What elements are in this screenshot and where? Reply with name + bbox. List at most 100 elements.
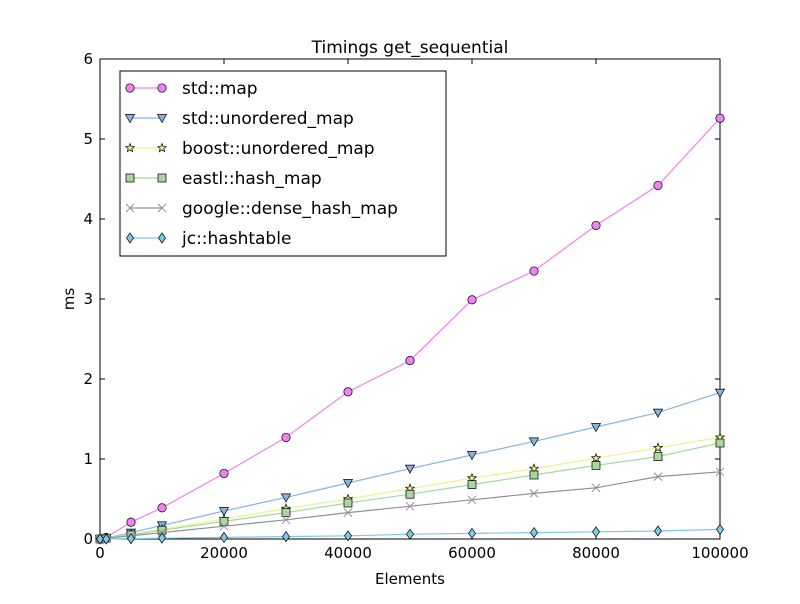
data-point bbox=[653, 180, 663, 190]
data-point bbox=[467, 295, 477, 305]
data-point bbox=[282, 530, 290, 543]
data-point bbox=[405, 356, 415, 366]
x-tick-label: 40000 bbox=[324, 544, 372, 562]
legend-entry: jc::hashtable bbox=[126, 229, 291, 249]
data-point bbox=[591, 461, 601, 470]
data-point bbox=[590, 423, 602, 433]
data-point bbox=[157, 503, 167, 513]
y-axis-label: ms bbox=[60, 288, 78, 311]
data-point bbox=[219, 521, 229, 531]
data-point bbox=[529, 489, 539, 498]
legend-marker bbox=[157, 83, 167, 93]
y-tick-label: 5 bbox=[83, 130, 93, 148]
x-tick-label: 0 bbox=[95, 544, 105, 562]
data-point bbox=[102, 533, 111, 545]
x-tick-label: 80000 bbox=[572, 544, 620, 562]
legend-label: jc::hashtable bbox=[181, 229, 291, 249]
data-point bbox=[715, 438, 725, 448]
data-point bbox=[714, 388, 726, 398]
legend-entry: std::map bbox=[125, 79, 258, 99]
legend-marker bbox=[157, 203, 167, 213]
legend-label: std::map bbox=[182, 79, 258, 99]
data-point bbox=[405, 489, 415, 499]
x-tick-label: 100000 bbox=[691, 544, 748, 562]
data-point bbox=[467, 480, 477, 489]
legend-entry: boost::unordered_map bbox=[124, 139, 375, 159]
data-point bbox=[158, 532, 166, 544]
legend-entry: std::unordered_map bbox=[124, 109, 354, 129]
legend-marker bbox=[124, 114, 136, 124]
legend-marker bbox=[156, 114, 168, 124]
legend-marker bbox=[125, 173, 135, 183]
y-tick-label: 2 bbox=[83, 370, 93, 388]
data-point bbox=[406, 528, 414, 540]
legend-box bbox=[119, 70, 447, 257]
data-point bbox=[467, 495, 477, 505]
axis-ticks: 0 20000 40000 60000 80000 100000 0 1 2 3 4 5 6 bbox=[83, 50, 748, 562]
y-tick-label: 4 bbox=[83, 210, 93, 228]
data-point bbox=[96, 533, 104, 545]
data-point bbox=[218, 507, 230, 517]
data-point bbox=[591, 220, 601, 230]
data-point bbox=[280, 493, 292, 503]
data-point bbox=[528, 463, 540, 474]
data-point bbox=[591, 483, 601, 493]
data-point bbox=[654, 525, 662, 537]
data-point bbox=[219, 517, 229, 526]
legend: std::mapstd::unordered_mapboost::unorder… bbox=[119, 70, 447, 257]
legend-label: boost::unordered_map bbox=[182, 139, 375, 159]
data-point bbox=[716, 523, 724, 536]
data-point bbox=[528, 437, 540, 447]
series-5 bbox=[96, 523, 724, 545]
legend-marker bbox=[158, 232, 166, 244]
data-point bbox=[344, 530, 352, 542]
data-point bbox=[529, 470, 539, 480]
data-point bbox=[405, 501, 415, 511]
data-point bbox=[468, 527, 476, 540]
x-tick-label: 60000 bbox=[448, 544, 496, 562]
data-point bbox=[715, 113, 725, 123]
y-tick-label: 3 bbox=[83, 290, 93, 308]
data-point bbox=[530, 526, 538, 539]
data-point bbox=[219, 468, 229, 478]
legend-marker bbox=[156, 142, 168, 153]
data-point bbox=[590, 452, 602, 463]
data-point bbox=[466, 451, 478, 461]
legend-label: google::dense_hash_map bbox=[182, 199, 398, 219]
data-point bbox=[281, 432, 291, 442]
series-layer bbox=[94, 113, 726, 545]
data-point bbox=[652, 408, 664, 418]
data-point bbox=[466, 472, 478, 483]
data-point bbox=[652, 442, 664, 453]
y-tick-label: 1 bbox=[83, 450, 93, 468]
data-point bbox=[127, 532, 135, 545]
legend-label: eastl::hash_map bbox=[182, 169, 322, 189]
legend-label: std::unordered_map bbox=[182, 109, 354, 129]
data-point bbox=[653, 452, 663, 461]
data-point bbox=[592, 526, 600, 538]
data-point bbox=[343, 387, 353, 397]
x-tick-label: 20000 bbox=[200, 544, 248, 562]
data-point bbox=[343, 498, 353, 508]
x-axis-label: Elements bbox=[375, 570, 445, 588]
data-point bbox=[126, 517, 136, 527]
data-point bbox=[715, 467, 725, 477]
data-point bbox=[529, 266, 539, 276]
data-point bbox=[343, 508, 353, 517]
chart-title: Timings get_sequential bbox=[311, 38, 509, 58]
data-point bbox=[281, 508, 291, 517]
legend-marker bbox=[126, 232, 134, 244]
data-point bbox=[220, 531, 228, 544]
data-point bbox=[404, 464, 416, 474]
legend-marker bbox=[125, 203, 135, 213]
legend-marker bbox=[125, 83, 135, 93]
data-point bbox=[342, 479, 354, 489]
legend-marker bbox=[124, 142, 136, 153]
y-tick-label: 6 bbox=[83, 50, 93, 68]
legend-marker bbox=[157, 173, 167, 183]
y-tick-label: 0 bbox=[83, 530, 93, 548]
data-point bbox=[281, 515, 291, 525]
legend-entry: eastl::hash_map bbox=[125, 169, 322, 189]
